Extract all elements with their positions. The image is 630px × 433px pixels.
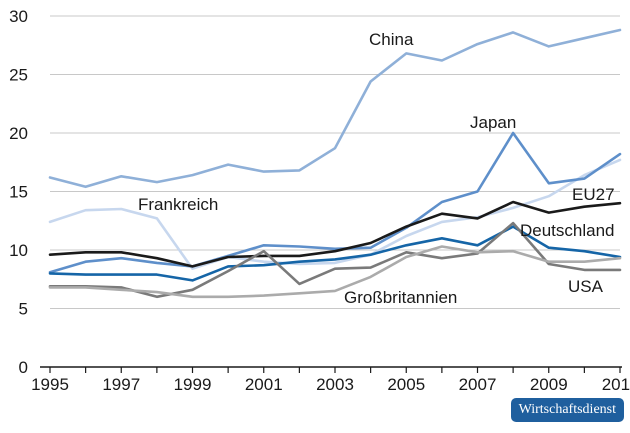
series-line-großbritannien <box>48 245 622 299</box>
series-line-deutschland <box>48 225 622 282</box>
x-tick-label: 2011 <box>602 375 630 394</box>
series-line-usa <box>48 221 622 299</box>
series-label-deutschland: Deutschland <box>520 221 615 240</box>
series-label-china: China <box>369 30 414 49</box>
series-label-eu27: EU27 <box>572 185 615 204</box>
series-line-frankreich <box>48 158 622 271</box>
publisher-badge: Wirtschaftsdienst <box>510 398 624 422</box>
series-label-usa: USA <box>568 277 604 296</box>
series-line-eu27 <box>48 200 622 268</box>
x-tick-label: 1997 <box>102 375 140 394</box>
x-tick-label: 2009 <box>530 375 568 394</box>
series-label-japan: Japan <box>470 113 516 132</box>
grid-layer <box>50 15 620 309</box>
y-tick-label: 5 <box>19 300 28 319</box>
x-tick-label: 1999 <box>174 375 212 394</box>
series-line-japan <box>48 131 622 274</box>
series-line-china <box>48 28 622 189</box>
x-tick-label: 2005 <box>387 375 425 394</box>
x-tick-label: 2001 <box>245 375 283 394</box>
y-tick-label: 30 <box>9 7 28 26</box>
series-layer <box>48 28 622 299</box>
x-tick-label: 2007 <box>459 375 497 394</box>
y-tick-label: 10 <box>9 241 28 260</box>
axis-layer: 0 5 10 15 20 25 30 1995 1997 1999 2001 2003 2005 2007… <box>9 7 630 394</box>
x-tick-label: 1995 <box>31 375 69 394</box>
series-label-frankreich: Frankreich <box>138 195 218 214</box>
x-tick-label: 2003 <box>316 375 354 394</box>
y-tick-label: 20 <box>9 124 28 143</box>
y-tick-label: 0 <box>19 358 28 377</box>
y-tick-label: 25 <box>9 66 28 85</box>
series-label-layer: China Frankreich Japan EU27 Deutschland USA Gr… <box>138 30 615 307</box>
y-tick-label: 15 <box>9 183 28 202</box>
series-label-großbritannien: Großbritannien <box>344 288 457 307</box>
